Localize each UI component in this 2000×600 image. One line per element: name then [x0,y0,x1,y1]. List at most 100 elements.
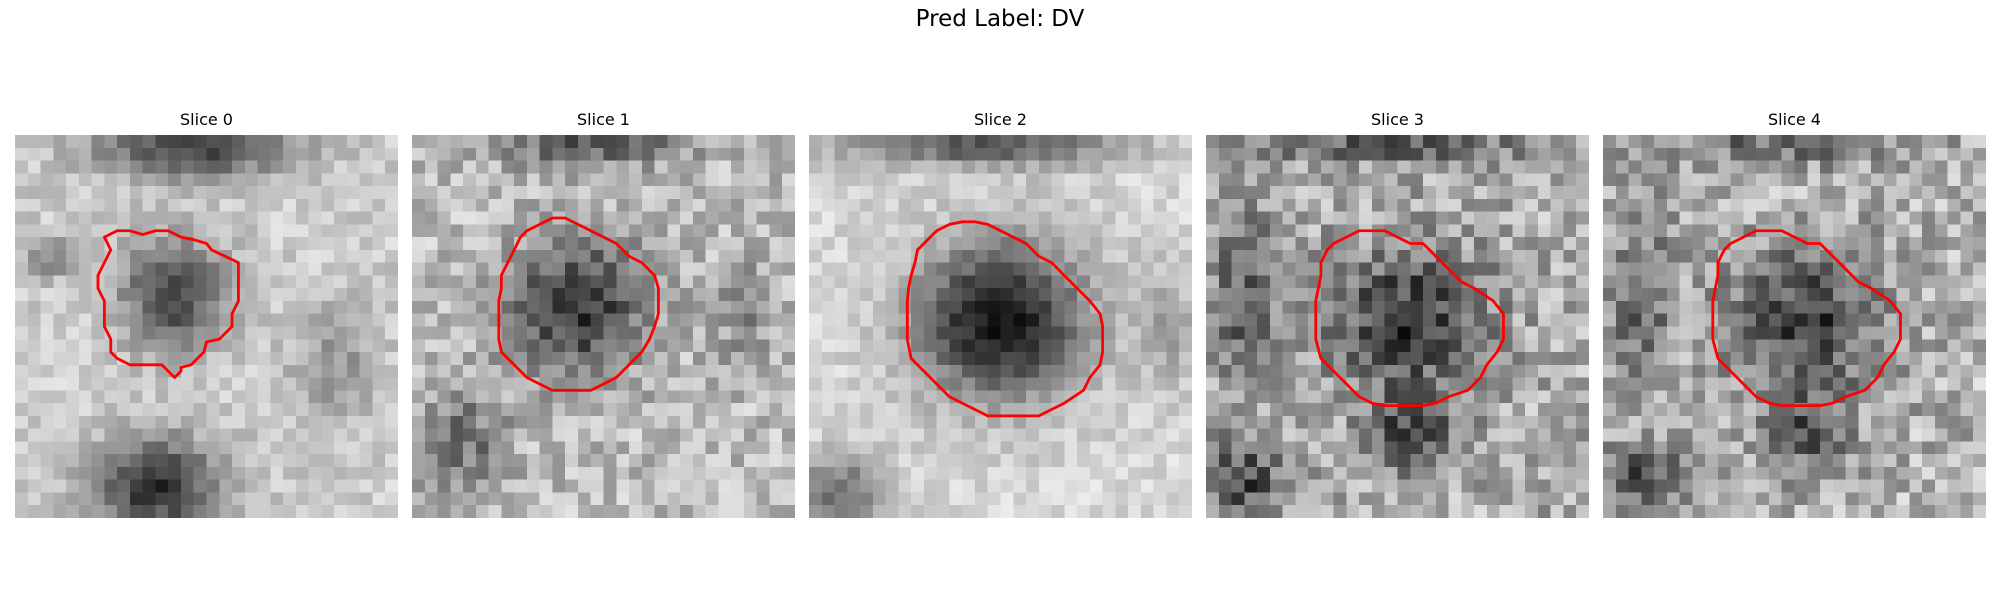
image-pixel [718,237,732,251]
image-pixel [552,454,566,468]
image-pixel [1051,454,1065,468]
image-pixel [539,186,553,200]
image-pixel [1179,505,1192,518]
image-pixel [1820,492,1834,506]
image-pixel [1730,262,1744,276]
image-pixel [756,505,770,518]
image-pixel [1832,186,1846,200]
image-pixel [731,454,745,468]
image-pixel [1333,173,1347,187]
image-pixel [346,428,360,442]
image-pixel [1371,454,1385,468]
image-pixel [552,479,566,493]
image-pixel [1743,186,1757,200]
image-pixel [1371,466,1385,480]
image-pixel [1525,339,1539,353]
image-pixel [834,352,848,366]
image-pixel [155,135,169,149]
image-pixel [104,313,118,327]
image-pixel [155,352,169,366]
image-pixel [616,415,630,429]
image-pixel [1858,364,1872,378]
image-pixel [437,479,451,493]
image-pixel [1960,326,1974,340]
image-pixel [385,198,398,212]
image-pixel [372,428,386,442]
image-pixel [1756,135,1770,149]
image-pixel [1013,479,1027,493]
image-pixel [193,275,207,289]
image-pixel [1128,390,1142,404]
image-pixel [1679,275,1693,289]
image-pixel [743,403,757,417]
image-pixel [718,224,732,238]
image-pixel [129,147,143,161]
image-pixel [1371,211,1385,225]
image-pixel [501,326,515,340]
image-pixel [1679,237,1693,251]
image-pixel [437,352,451,366]
image-pixel [1615,364,1629,378]
image-pixel [1730,441,1744,455]
image-pixel [1410,224,1424,238]
image-pixel [1973,237,1986,251]
image-pixel [244,224,258,238]
image-pixel [91,377,105,391]
image-pixel [1038,237,1052,251]
image-pixel [1717,147,1731,161]
image-pixel [283,339,297,353]
image-pixel [1832,415,1846,429]
image-pixel [1858,441,1872,455]
image-pixel [1679,428,1693,442]
image-pixel [1537,377,1551,391]
image-pixel [1909,326,1923,340]
image-pixel [923,403,937,417]
image-pixel [1153,300,1167,314]
image-pixel [629,313,643,327]
image-pixel [1026,415,1040,429]
image-pixel [1153,262,1167,276]
image-pixel [1333,147,1347,161]
image-pixel [1525,275,1539,289]
image-pixel [219,262,233,276]
image-pixel [680,352,694,366]
image-pixel [1934,377,1948,391]
image-pixel [680,454,694,468]
image-pixel [603,288,617,302]
image-pixel [501,339,515,353]
image-pixel [1909,390,1923,404]
image-pixel [257,313,271,327]
image-pixel [654,441,668,455]
image-pixel [936,492,950,506]
image-pixel [1717,300,1731,314]
image-pixel [1820,428,1834,442]
image-pixel [1435,441,1449,455]
image-pixel [53,237,67,251]
image-pixel [539,466,553,480]
image-pixel [1410,454,1424,468]
image-pixel [1115,352,1129,366]
image-pixel [1525,173,1539,187]
image-pixel [565,198,579,212]
image-pixel [1461,300,1475,314]
image-pixel [1550,275,1564,289]
image-pixel [1512,505,1526,518]
image-pixel [27,479,41,493]
image-pixel [1461,224,1475,238]
image-pixel [1845,428,1859,442]
image-pixel [15,224,29,238]
image-pixel [1089,403,1103,417]
image-pixel [705,454,719,468]
image-pixel [15,300,29,314]
image-pixel [1013,160,1027,174]
image-pixel [1934,415,1948,429]
image-pixel [1883,479,1897,493]
image-pixel [40,415,54,429]
image-pixel [1845,415,1859,429]
image-pixel [1641,300,1655,314]
image-pixel [1603,224,1617,238]
image-pixel [705,224,719,238]
image-pixel [450,492,464,506]
image-pixel [1679,198,1693,212]
image-pixel [1883,339,1897,353]
